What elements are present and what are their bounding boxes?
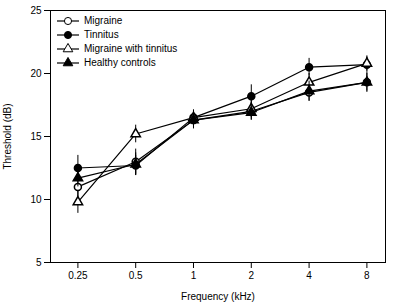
svg-text:20: 20 (30, 68, 42, 79)
svg-text:8: 8 (364, 270, 370, 281)
html-text:Healthy controls: Healthy controls (84, 57, 156, 68)
html-text:Migraine with tinnitus: Migraine with tinnitus (84, 43, 178, 54)
svg-text:4: 4 (306, 270, 312, 281)
svg-text:10: 10 (30, 194, 42, 205)
html-text:Migraine: Migraine (84, 15, 123, 26)
svg-text:0.25: 0.25 (68, 270, 88, 281)
svg-text:1: 1 (191, 270, 197, 281)
svg-text:Threshold (dB): Threshold (dB) (2, 103, 13, 169)
svg-text:5: 5 (36, 257, 42, 268)
svg-text:0.5: 0.5 (129, 270, 143, 281)
svg-text:25: 25 (30, 5, 42, 16)
svg-text:Frequency (kHz): Frequency (kHz) (181, 291, 255, 302)
html-text:Tinnitus: Tinnitus (84, 29, 119, 40)
svg-text:2: 2 (249, 270, 255, 281)
svg-text:15: 15 (30, 131, 42, 142)
